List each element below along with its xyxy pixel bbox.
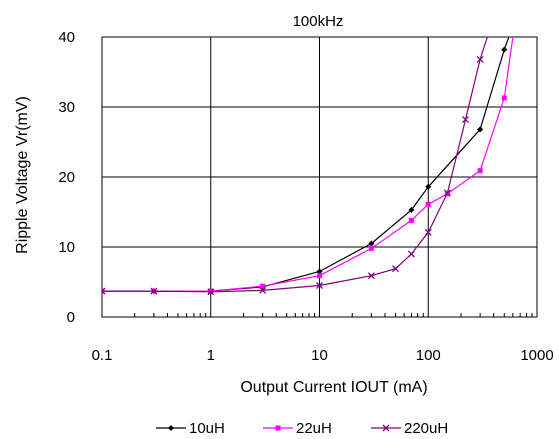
legend: 10uH 22uH 220uH: [156, 420, 448, 437]
x-tick-label: 1000: [520, 347, 553, 364]
y-tick-label: 30: [58, 99, 75, 116]
legend-item-10uh: 10uH: [156, 420, 225, 437]
series-220uh: [102, 37, 488, 296]
y-tick-label: 40: [58, 29, 75, 46]
data-point-10uh: [425, 183, 432, 190]
data-point-220uh: [316, 282, 323, 289]
series-10uh: [102, 37, 510, 295]
x-minor-ticks: [134, 313, 533, 317]
data-point-220uh: [259, 286, 267, 294]
data-point-220uh: [462, 116, 469, 124]
data-point-10uh: [408, 206, 415, 213]
legend-label-220uh: 220uH: [404, 420, 448, 437]
data-point-22uh: [317, 273, 322, 279]
data-point-22uh: [425, 201, 431, 207]
x-axis-label: Output Current IOUT (mA): [240, 379, 427, 396]
x-tick-label: 10: [311, 347, 328, 364]
data-point-22uh: [501, 95, 507, 101]
data-point-10uh: [368, 240, 375, 247]
data-point-10uh: [477, 126, 484, 133]
data-point-220uh: [367, 272, 375, 280]
legend-item-220uh: 220uH: [371, 420, 448, 437]
series: [102, 37, 514, 296]
data-point-10uh: [316, 268, 323, 275]
data-point-220uh: [443, 189, 451, 197]
y-tick-label: 20: [58, 169, 75, 186]
data-point-220uh: [207, 288, 215, 296]
legend-marker-220uh: [382, 424, 390, 432]
data-point-220uh: [150, 287, 158, 295]
series-22uh: [102, 37, 514, 294]
plot-frame: [101, 36, 538, 318]
series-line-220uh: [102, 37, 488, 293]
x-tick-label: 0.1: [92, 347, 113, 364]
data-point-10uh: [501, 46, 508, 53]
x-tick-label: 100: [416, 347, 441, 364]
y-axis-label: Ripple Voltage Vr(mV): [14, 96, 31, 254]
series-line-10uh: [102, 37, 510, 292]
data-point-22uh: [260, 283, 266, 289]
data-point-220uh: [102, 287, 106, 295]
data-point-220uh: [407, 250, 415, 258]
data-point-22uh: [368, 245, 374, 251]
y-tick-label: 0: [67, 309, 75, 326]
chart-title: 100kHz: [293, 13, 344, 30]
series-line-22uh: [102, 37, 514, 292]
y-tick-label: 10: [58, 239, 75, 256]
data-point-220uh: [392, 265, 399, 273]
x-tick-label: 1: [207, 347, 215, 364]
data-point-220uh: [424, 228, 432, 236]
legend-label-22uh: 22uH: [296, 420, 332, 437]
data-point-22uh: [477, 168, 483, 174]
legend-marker-10uh: [168, 425, 174, 431]
data-point-220uh: [476, 55, 484, 63]
legend-item-22uh: 22uH: [263, 420, 332, 437]
legend-label-10uh: 10uH: [189, 420, 225, 437]
data-point-22uh: [408, 217, 414, 223]
tick-labels: 0.1 1 10 100 1000 0 10 20 30 40: [58, 29, 553, 364]
legend-marker-22uh: [275, 425, 281, 431]
